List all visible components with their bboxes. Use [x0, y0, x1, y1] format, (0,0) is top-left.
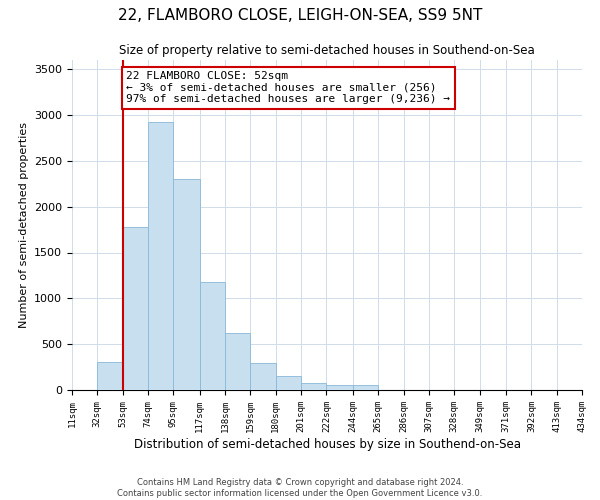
Title: Size of property relative to semi-detached houses in Southend-on-Sea: Size of property relative to semi-detach… [119, 44, 535, 58]
Bar [173, 179, 200, 390]
Bar [97, 362, 122, 390]
Bar [353, 386, 378, 390]
Text: 22, FLAMBORO CLOSE, LEIGH-ON-SEA, SS9 5NT: 22, FLAMBORO CLOSE, LEIGH-ON-SEA, SS9 5N… [118, 8, 482, 22]
Bar [326, 385, 353, 390]
Bar [122, 227, 148, 390]
Bar [301, 383, 326, 390]
Bar [276, 376, 301, 390]
Bar [250, 362, 276, 390]
Bar [225, 333, 250, 390]
X-axis label: Distribution of semi-detached houses by size in Southend-on-Sea: Distribution of semi-detached houses by … [133, 438, 521, 450]
Text: 22 FLAMBORO CLOSE: 52sqm
← 3% of semi-detached houses are smaller (256)
97% of s: 22 FLAMBORO CLOSE: 52sqm ← 3% of semi-de… [126, 71, 450, 104]
Text: Contains HM Land Registry data © Crown copyright and database right 2024.
Contai: Contains HM Land Registry data © Crown c… [118, 478, 482, 498]
Y-axis label: Number of semi-detached properties: Number of semi-detached properties [19, 122, 29, 328]
Bar [200, 282, 225, 390]
Bar [148, 122, 173, 390]
